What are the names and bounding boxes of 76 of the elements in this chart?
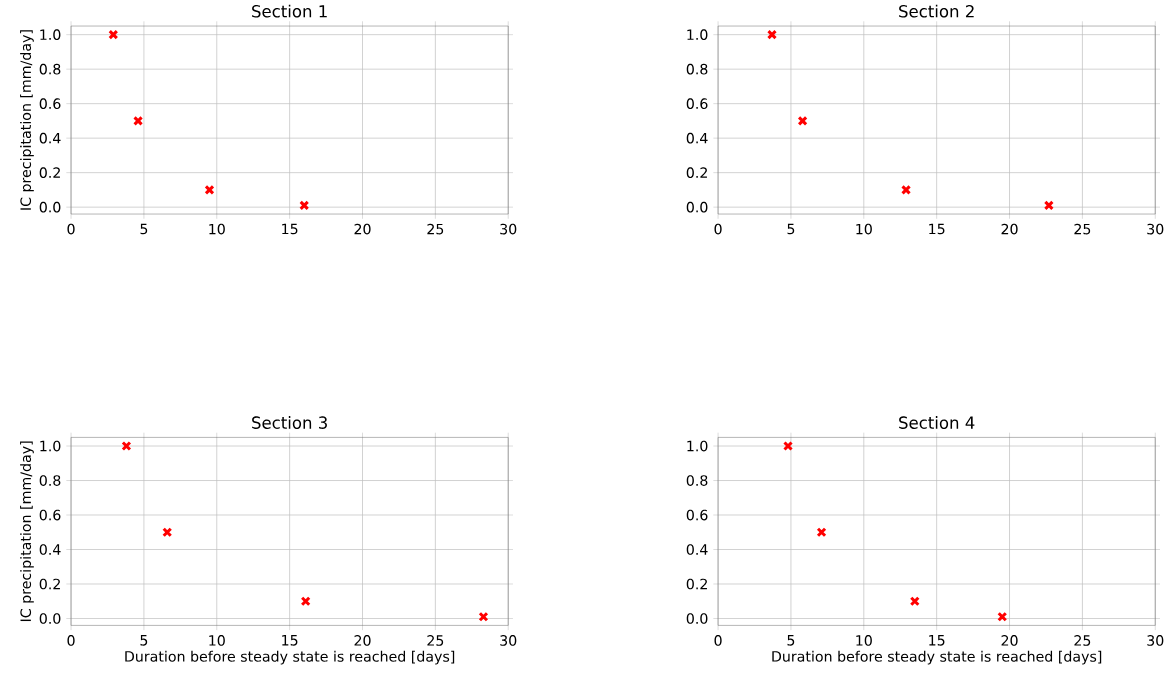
y-tick-label: 1.0 — [687, 29, 708, 40]
y-tick-label: 0.4 — [39, 543, 61, 555]
chart-title: Section 2 — [899, 4, 974, 18]
y-tick-label: 0.0 — [39, 201, 61, 213]
y-tick-label: 1.0 — [40, 29, 61, 40]
point — [766, 29, 778, 40]
x-tick-label: 15 — [929, 223, 945, 235]
chart-title: Section 3 — [252, 415, 327, 429]
x-tick-label: 25 — [1074, 634, 1091, 646]
x-axis-title: Duration before steady state is reached [days] — [125, 650, 455, 665]
y-tick-label: 1.0 — [40, 440, 61, 452]
point — [162, 526, 173, 538]
y-tick-label: 0.0 — [686, 612, 708, 624]
y-tick-label: 0.2 — [686, 578, 707, 590]
chart-title: Section 4 — [899, 415, 975, 429]
y-axis-title: IC precipitation [mm/day] — [20, 441, 34, 621]
point — [299, 200, 310, 211]
x-tick-label: 30 — [500, 223, 517, 235]
point — [108, 29, 119, 40]
x-tick-label: 30 — [1147, 634, 1164, 646]
x-tick-label: 0 — [714, 223, 722, 235]
y-tick-label: 0.2 — [39, 578, 60, 590]
x-tick-label: 5 — [140, 634, 148, 646]
y-tick-label: 0.0 — [686, 201, 708, 213]
y-tick-label: 0.6 — [39, 509, 61, 521]
y-axis-title: IC precipitation [mm/day] — [20, 29, 34, 210]
point — [782, 440, 794, 451]
y-tick-label: 0.6 — [39, 98, 61, 109]
y-tick-label: 0.2 — [39, 167, 60, 178]
y-tick-label: 0.6 — [686, 509, 708, 521]
point — [133, 115, 144, 126]
y-tick-label: 0.8 — [39, 474, 61, 486]
x-tick-label: 0 — [714, 634, 722, 646]
point — [901, 184, 912, 195]
x-tick-label: 5 — [140, 223, 148, 235]
x-tick-label: 10 — [209, 223, 225, 235]
x-tick-label: 5 — [787, 223, 795, 235]
x-tick-label: 20 — [1001, 634, 1018, 646]
y-tick-label: 0.0 — [39, 612, 61, 624]
point — [121, 440, 132, 451]
x-tick-label: 15 — [929, 634, 945, 646]
x-tick-label: 25 — [427, 223, 444, 235]
x-tick-label: 20 — [1001, 223, 1018, 235]
y-tick-label: 0.4 — [686, 132, 708, 144]
x-tick-label: 20 — [354, 634, 371, 646]
y-tick-label: 0.4 — [39, 132, 61, 144]
chart-title: Section 1 — [252, 4, 327, 18]
point — [478, 611, 489, 622]
y-tick-label: 0.8 — [39, 63, 61, 75]
y-tick-label: 0.4 — [686, 543, 708, 555]
y-tick-label: 0.8 — [686, 474, 708, 486]
x-tick-label: 10 — [856, 223, 872, 235]
point — [816, 526, 827, 538]
point — [300, 595, 311, 607]
point — [997, 611, 1008, 622]
point — [909, 595, 920, 607]
y-tick-label: 0.2 — [686, 167, 707, 178]
x-tick-label: 30 — [1147, 223, 1164, 235]
x-tick-label: 25 — [427, 634, 444, 646]
y-tick-label: 0.8 — [686, 63, 708, 75]
x-tick-label: 0 — [67, 634, 75, 646]
x-axis-title: Duration before steady state is reached [days] — [772, 650, 1102, 665]
x-tick-label: 0 — [67, 223, 75, 235]
point — [797, 115, 808, 126]
x-tick-label: 10 — [856, 634, 872, 646]
x-tick-label: 5 — [787, 634, 795, 646]
y-tick-label: 0.6 — [686, 98, 708, 109]
x-tick-label: 20 — [354, 223, 371, 235]
x-tick-label: 25 — [1074, 223, 1091, 235]
x-tick-label: 15 — [282, 223, 298, 235]
x-tick-label: 10 — [209, 634, 225, 646]
y-tick-label: 1.0 — [687, 440, 708, 452]
x-tick-label: 30 — [500, 634, 517, 646]
point — [1043, 200, 1054, 211]
x-tick-label: 15 — [282, 634, 298, 646]
point — [204, 184, 215, 195]
